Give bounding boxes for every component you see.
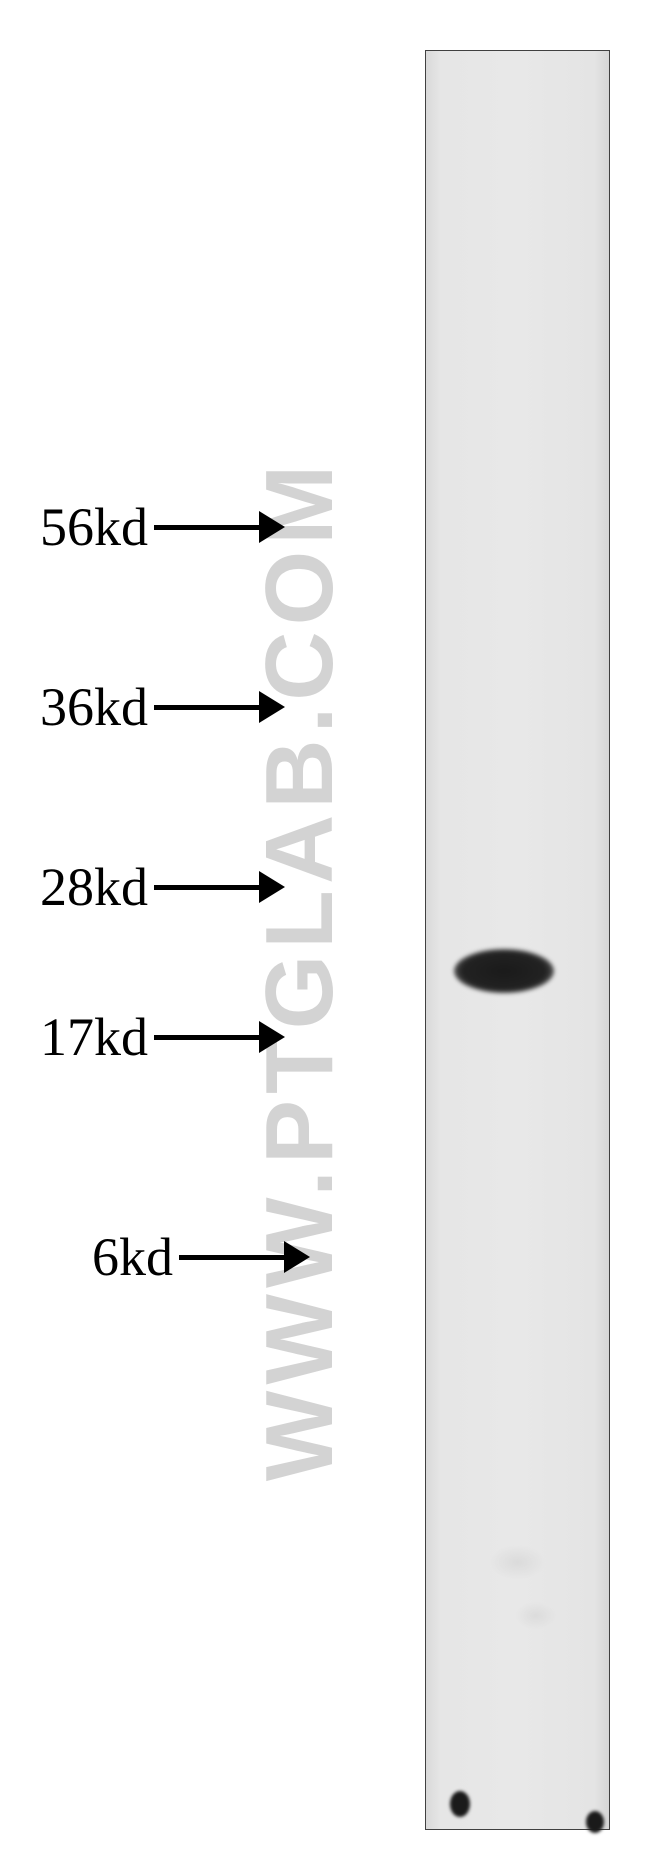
arrow-icon [179, 1241, 310, 1273]
marker-28kd: 28kd [40, 860, 285, 914]
marker-56kd: 56kd [40, 500, 285, 554]
arrow-icon [154, 511, 285, 543]
arrow-icon [154, 1021, 285, 1053]
marker-label: 17kd [40, 1010, 148, 1064]
protein-band [454, 949, 554, 993]
blot-lane [425, 50, 610, 1830]
speck [450, 1791, 470, 1817]
marker-6kd: 6kd [92, 1230, 310, 1284]
marker-label: 36kd [40, 680, 148, 734]
marker-label: 56kd [40, 500, 148, 554]
speck [586, 1811, 604, 1833]
marker-17kd: 17kd [40, 1010, 285, 1064]
arrow-icon [154, 691, 285, 723]
marker-label: 6kd [92, 1230, 173, 1284]
western-blot-figure: WWW.PTGLAB.COM 56kd 36kd 28kd 17kd 6kd [0, 0, 650, 1855]
marker-label: 28kd [40, 860, 148, 914]
marker-36kd: 36kd [40, 680, 285, 734]
arrow-icon [154, 871, 285, 903]
watermark-text: WWW.PTGLAB.COM [245, 459, 355, 1481]
